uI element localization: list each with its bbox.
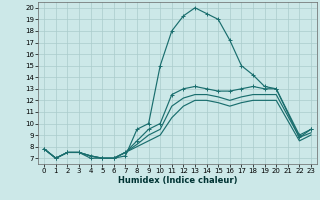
X-axis label: Humidex (Indice chaleur): Humidex (Indice chaleur): [118, 176, 237, 185]
